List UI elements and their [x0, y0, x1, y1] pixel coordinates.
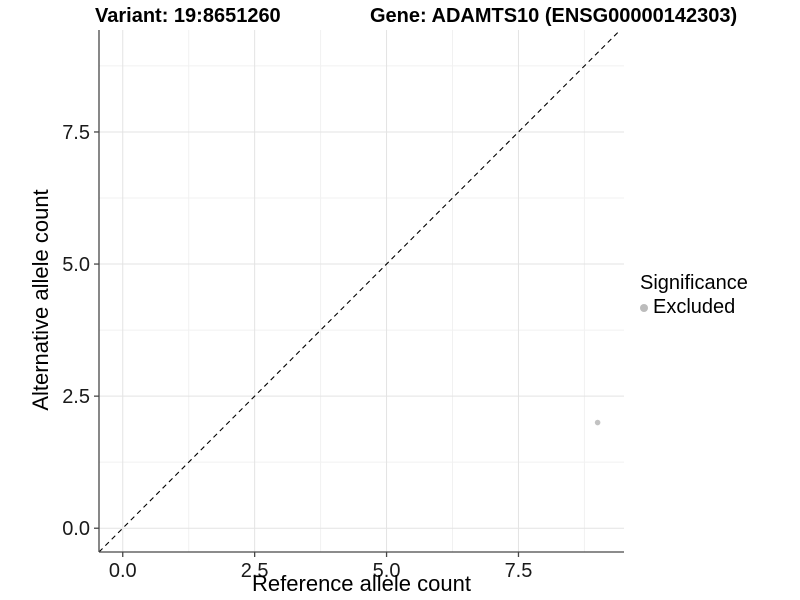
y-tick-label: 2.5	[62, 386, 90, 408]
data-point	[594, 419, 601, 426]
legend-item-excluded: Excluded	[640, 296, 748, 319]
plot-panel: 0.0 2.5 5.0 7.5 0.0 2.5 5.0 7.5	[62, 29, 624, 580]
y-tick-label: 0.0	[62, 518, 90, 540]
x-axis-title: Reference allele count	[252, 571, 471, 596]
legend-title: Significance	[640, 272, 748, 294]
x-tick-label: 7.5	[505, 560, 533, 580]
x-tick-label: 2.5	[241, 560, 269, 580]
x-tick-label: 0.0	[109, 560, 137, 580]
x-tick-label: 5.0	[373, 560, 401, 580]
legend: Significance Excluded	[640, 272, 748, 319]
y-axis-title: Alternative allele count	[28, 189, 53, 411]
gene-title: Gene: ADAMTS10 (ENSG00000142303)	[370, 5, 738, 27]
legend-item-label: Excluded	[653, 296, 736, 318]
identity-line	[98, 29, 621, 553]
y-tick-label: 7.5	[62, 122, 90, 144]
y-tick-label: 5.0	[62, 254, 90, 276]
variant-title: Variant: 19:8651260	[95, 5, 281, 27]
legend-point-icon	[640, 303, 648, 312]
